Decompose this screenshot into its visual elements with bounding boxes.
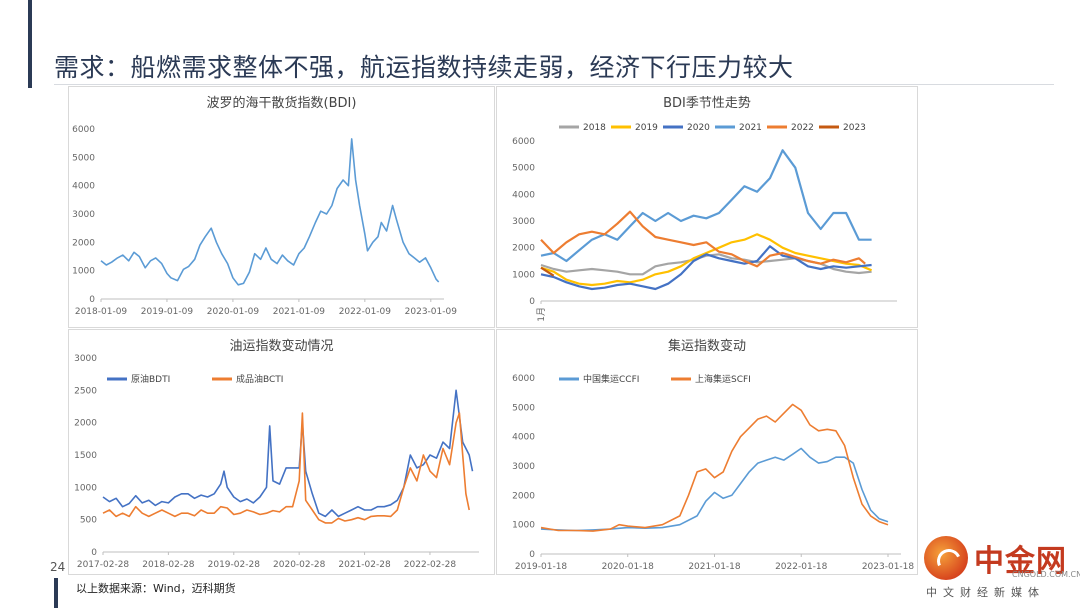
watermark-subtitle: 中文财经新媒体 [926, 586, 1045, 599]
y-tick-label: 2500 [74, 386, 97, 396]
title-divider [54, 84, 1054, 85]
chart-title: BDI季节性走势 [663, 95, 751, 111]
chart-title: 油运指数变动情况 [229, 338, 333, 354]
legend-label: 2020 [687, 123, 710, 133]
x-tick-label: 2022-01-18 [775, 562, 828, 572]
y-tick-label: 5000 [512, 164, 535, 174]
y-tick-label: 2000 [512, 491, 535, 501]
page-title: 需求：船燃需求整体不强，航运指数持续走弱，经济下行压力较大 [54, 53, 794, 82]
x-tick-label: 2018-01-09 [75, 307, 128, 317]
series-line [540, 447, 889, 532]
chart-title: 波罗的海干散货指数(BDI) [207, 95, 357, 111]
watermark-url: CNGOLD.COM.CN [1012, 570, 1080, 579]
legend-label: 2019 [635, 123, 658, 133]
watermark-name: 中金网 [974, 544, 1067, 579]
series-line [540, 266, 555, 277]
accent-bar-bottom [54, 578, 58, 608]
y-tick-label: 6000 [512, 137, 535, 147]
chart-title: 集运指数变动 [668, 338, 746, 354]
y-tick-label: 500 [80, 516, 97, 526]
series-line [540, 403, 889, 532]
y-tick-label: 5000 [72, 153, 95, 163]
x-tick-label: 2020-02-28 [273, 560, 326, 570]
y-tick-label: 6000 [512, 374, 535, 384]
legend-label: 2023 [843, 123, 866, 133]
y-tick-label: 1000 [512, 270, 535, 280]
y-tick-label: 1000 [74, 483, 97, 493]
legend-label: 2022 [791, 123, 814, 133]
y-tick-label: 3000 [512, 217, 535, 227]
bdi-chart: 波罗的海干散货指数(BDI) 0 1000 2000 3000 4000 5000 6000 2… [72, 95, 458, 317]
y-tick-label: 2000 [72, 238, 95, 248]
series-line [102, 412, 470, 524]
x-tick-label: 2022-02-28 [404, 560, 457, 570]
y-tick-label: 4000 [72, 182, 95, 192]
x-tick-label: 2021-01-09 [273, 307, 326, 317]
legend-label: 2018 [583, 123, 606, 133]
data-source-note: 以上数据来源：Wind，迈科期货 [76, 582, 236, 595]
y-tick-label: 5000 [512, 403, 535, 413]
y-tick-label: 0 [91, 548, 97, 558]
bdi-seasonal-chart-panel: BDI季节性走势 0 1000 2000 3000 4000 5000 6000 1月 2018 2… [496, 86, 918, 328]
x-tick-label: 2022-01-09 [339, 307, 392, 317]
x-tick-label: 2020-01-18 [602, 562, 655, 572]
series-line [540, 233, 873, 287]
y-tick-label: 1000 [512, 521, 535, 531]
legend-label: 原油BDTI [131, 373, 170, 385]
series-line [100, 138, 440, 286]
page-number: 24 [50, 560, 66, 574]
container-chart-panel: 集运指数变动 0 1000 2000 3000 4000 5000 6000 2019-01-1… [496, 329, 918, 575]
series-line [540, 210, 866, 268]
series-line [540, 149, 872, 263]
y-tick-label: 2000 [512, 244, 535, 254]
x-tick-label: 2021-01-18 [688, 562, 741, 572]
y-tick-label: 0 [89, 295, 95, 305]
x-tick-label: 2019-02-28 [208, 560, 261, 570]
y-tick-label: 1500 [74, 451, 97, 461]
container-chart: 集运指数变动 0 1000 2000 3000 4000 5000 6000 2019-01-1… [512, 338, 915, 572]
series-line [540, 245, 872, 291]
watermark: 中金网 CNGOLD.COM.CN 中文财经新媒体 [918, 532, 1080, 608]
x-tick-label: 2019-01-09 [141, 307, 194, 317]
x-tick-label: 2017-02-28 [77, 560, 130, 570]
y-tick-label: 4000 [512, 433, 535, 443]
y-tick-label: 0 [529, 297, 535, 307]
x-tick-label: 2023-01-18 [862, 562, 915, 572]
accent-bar [28, 0, 32, 88]
series-line [102, 389, 474, 518]
x-tick-label: 2021-02-28 [338, 560, 391, 570]
x-tick-label: 1月 [536, 307, 547, 322]
legend-label: 2021 [739, 123, 762, 133]
y-tick-label: 0 [529, 550, 535, 560]
tanker-chart-panel: 油运指数变动情况 0 500 1000 1500 2000 2500 3000 2017-02-… [68, 329, 495, 575]
y-tick-label: 4000 [512, 190, 535, 200]
x-tick-label: 2019-01-18 [515, 562, 568, 572]
x-tick-label: 2018-02-28 [142, 560, 195, 570]
x-tick-label: 2023-01-09 [405, 307, 458, 317]
x-tick-label: 2020-01-09 [207, 307, 260, 317]
bdi-chart-panel: 波罗的海干散货指数(BDI) 0 1000 2000 3000 4000 5000 6000 2… [68, 86, 495, 328]
legend-label: 中国集运CCFI [583, 373, 639, 385]
tanker-chart: 油运指数变动情况 0 500 1000 1500 2000 2500 3000 2017-02-… [74, 338, 479, 570]
legend-label: 上海集运SCFI [695, 373, 751, 385]
cngold-logo-icon [924, 536, 968, 580]
y-tick-label: 3000 [74, 354, 97, 364]
y-tick-label: 3000 [512, 462, 535, 472]
legend-label: 成品油BCTI [236, 373, 283, 385]
y-tick-label: 6000 [72, 125, 95, 135]
y-tick-label: 2000 [74, 419, 97, 429]
y-tick-label: 1000 [72, 267, 95, 277]
bdi-seasonal-chart: BDI季节性走势 0 1000 2000 3000 4000 5000 6000 1月 2018 2… [512, 95, 897, 322]
y-tick-label: 3000 [72, 210, 95, 220]
